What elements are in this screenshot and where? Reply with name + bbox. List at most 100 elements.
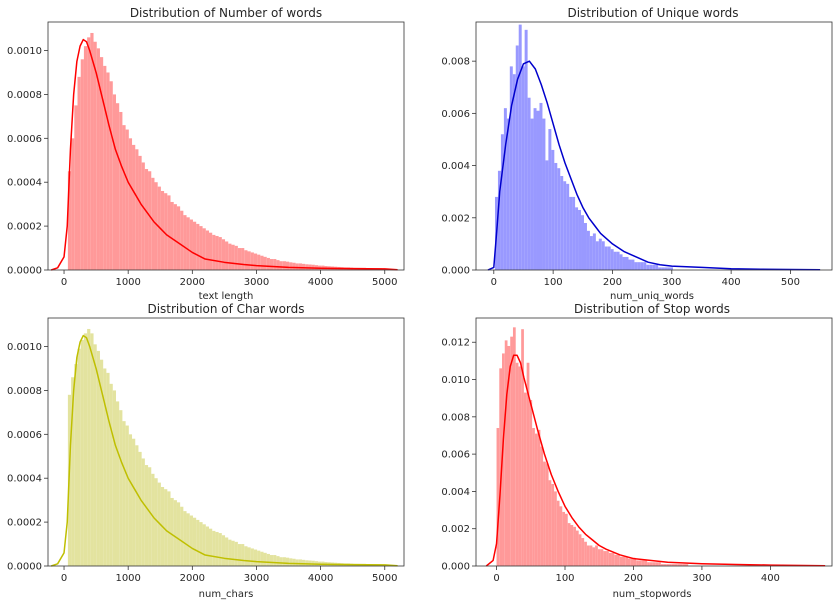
histogram-bar [269, 259, 274, 270]
x-tick-label: 3000 [244, 573, 269, 584]
y-tick-label: 0.0010 [7, 46, 42, 57]
histogram-bar [106, 372, 110, 566]
histogram-bar [115, 401, 120, 566]
histogram-bar [138, 451, 142, 566]
histogram-bar [660, 564, 664, 566]
histogram-bar [154, 478, 158, 566]
histogram-bar [122, 421, 126, 566]
histogram-bar [523, 392, 527, 566]
histogram-bar [652, 264, 656, 270]
histogram-bar [148, 171, 152, 270]
histogram-bar [566, 183, 570, 270]
chart-panel-char-words: Distribution of Char words num_chars 0 10… [7, 302, 405, 600]
histogram-bar [619, 254, 623, 270]
x-tick-label: 5000 [372, 277, 397, 288]
y-tick-label: 0.000 [441, 562, 470, 573]
histogram-bar [633, 558, 637, 566]
histogram-bar [628, 259, 632, 270]
histogram-bar [658, 267, 662, 270]
y-tick-label: 0.0004 [7, 178, 42, 189]
histogram-bars [67, 328, 389, 566]
histogram-bar [112, 390, 116, 566]
histogram-bar [537, 429, 541, 566]
histogram-bar [80, 59, 84, 271]
histogram-bar [273, 259, 277, 270]
histogram-bar [506, 118, 510, 270]
histogram-bar [557, 168, 561, 270]
x-tick-label: 100 [555, 573, 574, 584]
x-tick-label: 4000 [308, 573, 333, 584]
histogram-bar [231, 244, 235, 270]
histogram-bar [666, 564, 670, 566]
histogram-bar [500, 134, 504, 270]
histogram-bar [83, 333, 88, 566]
kde-line [50, 334, 398, 567]
histogram-bar [608, 552, 612, 566]
histogram-bar [80, 339, 84, 566]
histogram-bar [71, 377, 75, 566]
histogram-bar [99, 359, 104, 566]
histogram-bar [183, 511, 187, 566]
histogram-bar [578, 209, 582, 270]
histogram-bar [515, 45, 519, 270]
histogram-bar [595, 241, 599, 270]
histogram-bar [205, 230, 209, 270]
histogram-bar [180, 210, 184, 270]
histogram-bar [589, 236, 593, 270]
histogram-bar [151, 177, 155, 270]
histogram-bar [530, 118, 534, 270]
histogram-bar [496, 428, 500, 566]
histogram-bar [573, 526, 576, 566]
histogram-bar [135, 149, 139, 270]
histogram-bar [148, 467, 152, 566]
histogram-bar [99, 57, 104, 271]
histogram-bar [109, 81, 113, 270]
histogram-bar [527, 97, 531, 271]
histogram-bar [503, 108, 507, 271]
histogram-bar [125, 129, 129, 270]
histogram-bar [244, 250, 248, 270]
histogram-bar [604, 246, 608, 270]
histogram-bar [584, 541, 587, 566]
histogram-bar [680, 564, 683, 566]
x-tick-label: 0 [61, 277, 67, 288]
histogram-bar [674, 564, 678, 566]
histogram-bar [141, 458, 145, 566]
histogram-bar [619, 556, 623, 566]
histogram-bar [521, 66, 525, 270]
histogram-bar [581, 538, 585, 566]
plot-frame [475, 317, 833, 567]
histogram-bar [128, 138, 133, 270]
histogram-bar [196, 519, 200, 566]
chart-title: Distribution of Char words [147, 302, 304, 316]
histogram-bar [74, 105, 78, 271]
histogram-bar [106, 72, 110, 270]
x-tick-label: 400 [761, 573, 780, 584]
histogram-bar [192, 221, 197, 270]
histogram-bar [93, 344, 97, 566]
histogram-bar [225, 241, 229, 270]
histogram-bar [221, 535, 226, 566]
histogram-bar [276, 260, 280, 270]
histogram-bar [292, 558, 296, 566]
histogram-bar [575, 530, 579, 566]
histogram-bar [515, 362, 519, 566]
histogram-bar [103, 65, 107, 270]
histogram-bar [512, 74, 516, 271]
histogram-bar [176, 206, 181, 270]
histogram-bar [507, 345, 511, 566]
histogram-bar [71, 138, 75, 270]
y-tick-label: 0.004 [441, 161, 470, 172]
histogram-bar [77, 76, 81, 271]
histogram-bar [189, 515, 193, 566]
x-tick-label: 0 [61, 573, 67, 584]
histogram-bar [682, 564, 686, 566]
histogram-bar [285, 261, 290, 270]
histogram-bar [622, 256, 626, 270]
x-tick-label: 0 [491, 277, 497, 288]
x-tick-label: 400 [722, 277, 741, 288]
histogram-bar [631, 259, 635, 270]
histogram-bar [170, 201, 174, 270]
x-tick-label: 1000 [115, 573, 140, 584]
histogram-bar [282, 557, 286, 566]
